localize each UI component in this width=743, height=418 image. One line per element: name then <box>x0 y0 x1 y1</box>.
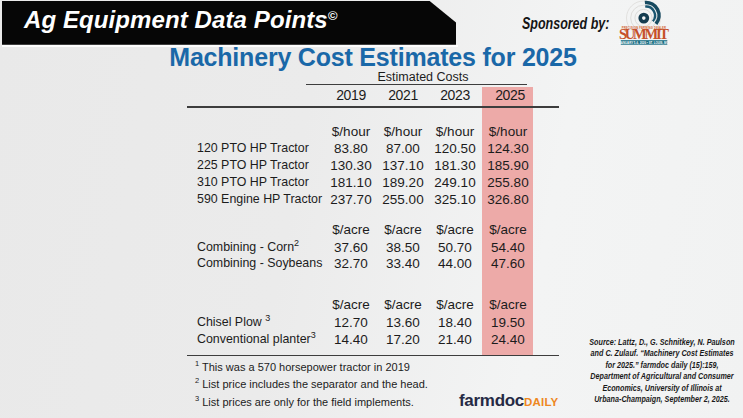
svg-text:SUMMIT: SUMMIT <box>619 26 669 42</box>
